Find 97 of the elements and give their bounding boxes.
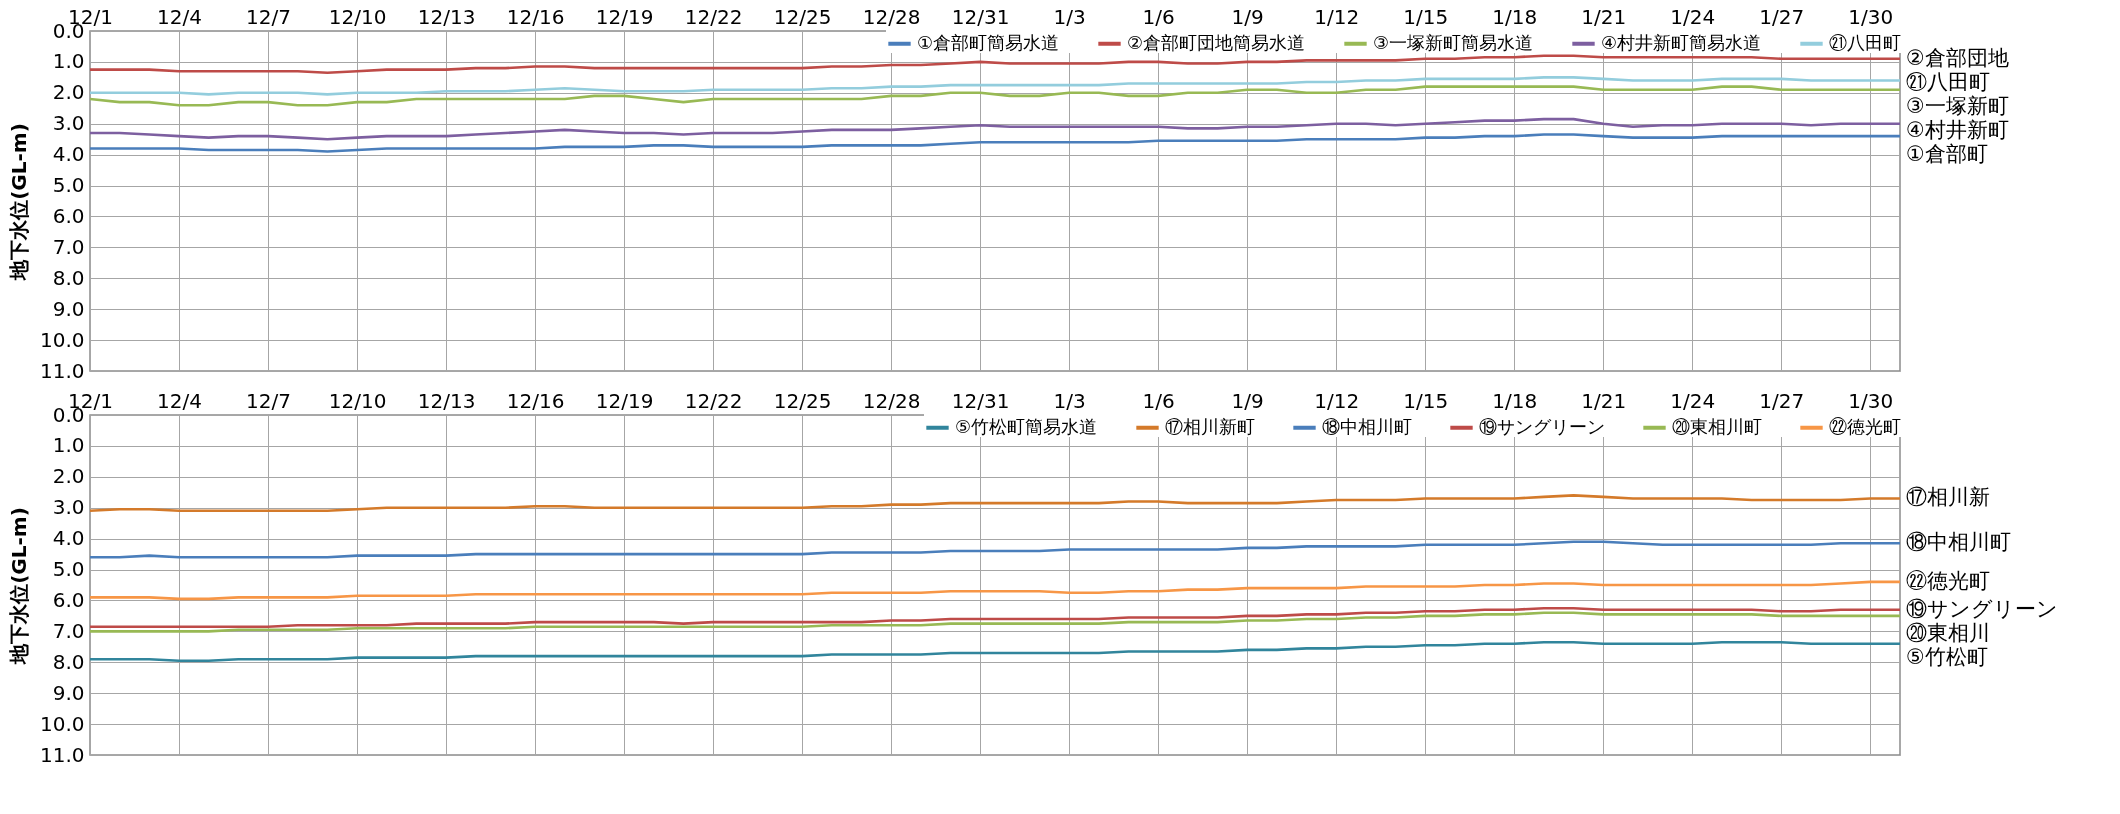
x-tick-label: 12/16 bbox=[506, 4, 565, 29]
line-series bbox=[90, 606, 1900, 629]
x-tick-label: 12/19 bbox=[595, 4, 654, 29]
legend-label: ⑤竹松町簡易水道 bbox=[955, 415, 1098, 437]
y-tick-label: 10.0 bbox=[39, 711, 85, 736]
x-tick-label: 12/31 bbox=[951, 4, 1010, 29]
x-tick-label: 12/7 bbox=[246, 388, 291, 413]
x-tick-label: 1/18 bbox=[1492, 4, 1538, 29]
x-tick-label: 1/18 bbox=[1492, 388, 1538, 413]
x-tick-label: 12/16 bbox=[506, 388, 565, 413]
x-tick-label: 12/31 bbox=[951, 388, 1010, 413]
x-tick-label: 1/3 bbox=[1053, 388, 1086, 413]
x-tick-label: 12/28 bbox=[862, 388, 921, 413]
line-series bbox=[90, 611, 1900, 633]
y-tick-label: 6.0 bbox=[52, 587, 85, 612]
text: ③一塚新町 bbox=[1906, 93, 2009, 118]
y-tick-label: 7.0 bbox=[52, 618, 85, 643]
text: ⑤竹松町 bbox=[1906, 644, 1988, 669]
x-tick-label: 1/30 bbox=[1848, 4, 1894, 29]
x-tick-label: 12/10 bbox=[328, 388, 387, 413]
line-series bbox=[90, 117, 1900, 141]
x-tick-label: 12/22 bbox=[684, 4, 743, 29]
x-tick-label: 1/24 bbox=[1670, 4, 1716, 29]
text: ④村井新町 bbox=[1906, 117, 2009, 142]
legend-label: ③一塚新町簡易水道 bbox=[1373, 31, 1534, 53]
x-tick-label: 12/19 bbox=[595, 388, 654, 413]
line-series bbox=[90, 133, 1900, 153]
text: ②倉部団地 bbox=[1906, 45, 2009, 70]
y-tick-label: 9.0 bbox=[52, 296, 85, 321]
text: ⑱中相川町 bbox=[1906, 530, 2011, 555]
x-tick-label: 1/9 bbox=[1231, 388, 1264, 413]
x-tick-label: 12/22 bbox=[684, 388, 743, 413]
y-tick-label: 5.0 bbox=[52, 173, 85, 198]
legend-label: ㉒徳光町 bbox=[1829, 415, 1901, 437]
y-tick-label: 1.0 bbox=[52, 433, 85, 458]
line-series bbox=[90, 76, 1900, 96]
x-tick-label: 1/27 bbox=[1759, 388, 1805, 413]
x-tick-label: 12/7 bbox=[246, 4, 291, 29]
y-tick-label: 3.0 bbox=[52, 495, 85, 520]
text: ⑲サングリーン bbox=[1906, 596, 2058, 621]
y-tick-label: 10.0 bbox=[39, 327, 85, 352]
legend-label: ⑱中相川町 bbox=[1322, 415, 1412, 437]
line-series bbox=[90, 640, 1900, 663]
x-tick-label: 12/13 bbox=[417, 388, 476, 413]
x-tick-label: 1/24 bbox=[1670, 388, 1716, 413]
x-tick-label: 1/12 bbox=[1314, 388, 1360, 413]
y-tick-label: 7.0 bbox=[52, 234, 85, 259]
x-tick-label: 1/3 bbox=[1053, 4, 1086, 29]
y-axis-title: 地下水位(GL-m) bbox=[6, 507, 31, 665]
legend-label: ⑳東相川町 bbox=[1672, 415, 1762, 437]
x-tick-label: 12/28 bbox=[862, 4, 921, 29]
text: ⑰相川新 bbox=[1906, 485, 1990, 510]
x-tick-label: 12/13 bbox=[417, 4, 476, 29]
y-tick-label: 11.0 bbox=[39, 742, 85, 767]
y-tick-label: 5.0 bbox=[52, 557, 85, 582]
x-tick-label: 1/15 bbox=[1403, 388, 1449, 413]
legend-label: ②倉部町団地簡易水道 bbox=[1127, 31, 1306, 53]
y-tick-label: 3.0 bbox=[52, 111, 85, 136]
legend-label: ㉑八田町 bbox=[1829, 31, 1901, 53]
y-axis-title: 地下水位(GL-m) bbox=[6, 123, 31, 281]
y-tick-label: 4.0 bbox=[52, 142, 85, 167]
x-tick-label: 1/6 bbox=[1142, 4, 1175, 29]
text: ⑳東相川 bbox=[1906, 620, 1990, 645]
x-tick-label: 12/25 bbox=[773, 388, 832, 413]
y-tick-label: 8.0 bbox=[52, 265, 85, 290]
y-tick-label: 9.0 bbox=[52, 680, 85, 705]
x-tick-label: 12/25 bbox=[773, 4, 832, 29]
x-tick-label: 1/6 bbox=[1142, 388, 1175, 413]
y-tick-label: 2.0 bbox=[52, 80, 85, 105]
y-tick-label: 2.0 bbox=[52, 464, 85, 489]
legend-label: ⑲サングリーン bbox=[1479, 415, 1605, 437]
x-tick-label: 1/30 bbox=[1848, 388, 1894, 413]
text: ㉒徳光町 bbox=[1906, 568, 1990, 593]
x-tick-label: 1/15 bbox=[1403, 4, 1449, 29]
x-tick-label: 12/4 bbox=[157, 4, 202, 29]
y-tick-label: 1.0 bbox=[52, 49, 85, 74]
y-tick-label: 8.0 bbox=[52, 649, 85, 674]
x-tick-label: 1/27 bbox=[1759, 4, 1805, 29]
x-tick-label: 1/21 bbox=[1581, 4, 1627, 29]
y-tick-label: 6.0 bbox=[52, 203, 85, 228]
y-tick-label: 11.0 bbox=[39, 358, 85, 383]
legend-label: ⑰相川新町 bbox=[1165, 415, 1255, 437]
text: ㉑八田町 bbox=[1906, 69, 1990, 94]
x-tick-label: 1/21 bbox=[1581, 388, 1627, 413]
legend-label: ①倉部町簡易水道 bbox=[917, 31, 1060, 53]
y-tick-label: 4.0 bbox=[52, 526, 85, 551]
x-tick-label: 1/12 bbox=[1314, 4, 1360, 29]
line-series bbox=[90, 540, 1900, 559]
text: ①倉部町 bbox=[1906, 141, 1988, 166]
x-tick-label: 1/9 bbox=[1231, 4, 1264, 29]
line-series bbox=[90, 85, 1900, 107]
x-tick-label: 12/10 bbox=[328, 4, 387, 29]
line-series bbox=[90, 494, 1900, 513]
x-tick-label: 12/4 bbox=[157, 388, 202, 413]
legend-label: ④村井新町簡易水道 bbox=[1601, 31, 1762, 53]
line-series bbox=[90, 580, 1900, 601]
line-series bbox=[90, 54, 1900, 75]
